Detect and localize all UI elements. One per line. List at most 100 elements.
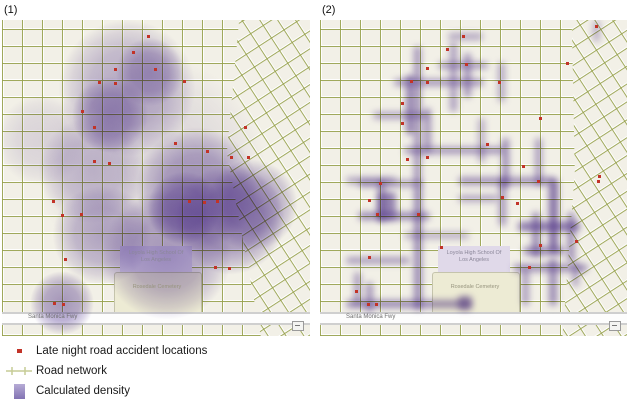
legend-row-roads: Road network bbox=[2, 361, 207, 381]
legend-row-accidents: Late night road accident locations bbox=[2, 341, 207, 361]
accident-marker bbox=[595, 25, 598, 28]
density-segment bbox=[450, 42, 457, 112]
density-segment bbox=[394, 79, 484, 86]
accident-marker bbox=[367, 303, 370, 306]
accident-marker bbox=[426, 156, 429, 159]
accident-marker bbox=[465, 63, 468, 66]
density-segment bbox=[358, 180, 423, 187]
density-swatch-icon bbox=[13, 383, 25, 399]
inset-box-icon bbox=[292, 321, 304, 331]
accident-marker bbox=[247, 156, 250, 159]
density-segment bbox=[354, 272, 361, 305]
density-blob bbox=[20, 261, 104, 336]
density-segment bbox=[572, 262, 579, 287]
accident-marker bbox=[368, 256, 371, 259]
accident-marker bbox=[440, 246, 443, 249]
accident-markers-layer bbox=[320, 20, 627, 336]
panel-1: (1) Loyola High School Of Los Angeles Ro… bbox=[2, 0, 310, 336]
map-network-density: Loyola High School Of Los Angeles Roseda… bbox=[320, 20, 627, 336]
density-layer bbox=[2, 20, 310, 336]
accident-point-icon bbox=[16, 349, 22, 353]
legend-label-density: Calculated density bbox=[36, 385, 130, 397]
density-blob bbox=[2, 80, 102, 200]
density-segment bbox=[358, 212, 430, 220]
accident-markers-layer bbox=[2, 20, 310, 336]
accident-marker bbox=[401, 102, 404, 105]
density-segment bbox=[535, 138, 542, 186]
freeway-band bbox=[320, 312, 627, 325]
accident-marker bbox=[401, 122, 404, 125]
accident-marker bbox=[379, 182, 382, 185]
accident-marker bbox=[52, 200, 55, 203]
accident-marker bbox=[64, 258, 67, 261]
legend: Late night road accident locations Road … bbox=[2, 341, 207, 401]
accident-marker bbox=[206, 150, 209, 153]
density-segment bbox=[346, 300, 471, 308]
accident-marker bbox=[368, 199, 371, 202]
accident-marker bbox=[132, 51, 135, 54]
accident-marker bbox=[426, 81, 429, 84]
accident-marker bbox=[566, 62, 569, 65]
density-blob bbox=[105, 27, 195, 117]
school-area bbox=[438, 246, 510, 272]
density-segment bbox=[593, 20, 600, 42]
accident-marker bbox=[53, 302, 56, 305]
accident-marker bbox=[355, 290, 358, 293]
density-segment bbox=[373, 112, 428, 119]
density-segment bbox=[458, 195, 498, 202]
accident-marker bbox=[216, 200, 219, 203]
accident-marker bbox=[376, 213, 379, 216]
accident-marker bbox=[598, 175, 601, 178]
panel-1-label: (1) bbox=[4, 4, 18, 16]
legend-label-roads: Road network bbox=[36, 365, 107, 377]
accident-marker bbox=[81, 110, 84, 113]
density-segment bbox=[532, 212, 540, 257]
accident-marker bbox=[147, 35, 150, 38]
density-segment bbox=[549, 258, 557, 306]
panel-2: (2) Loyola High School Of Los Angeles Ro… bbox=[320, 0, 627, 336]
accident-marker bbox=[597, 180, 600, 183]
density-segment bbox=[346, 257, 410, 264]
density-segment bbox=[518, 222, 580, 231]
accident-marker bbox=[214, 266, 217, 269]
accident-marker bbox=[539, 244, 542, 247]
density-segment bbox=[513, 264, 588, 272]
accident-marker bbox=[188, 200, 191, 203]
map-kernel-density: Loyola High School Of Los Angeles Roseda… bbox=[2, 20, 310, 336]
accident-marker bbox=[61, 214, 64, 217]
accident-marker bbox=[62, 303, 65, 306]
density-blob bbox=[82, 170, 252, 336]
accident-marker bbox=[93, 126, 96, 129]
accident-marker bbox=[417, 213, 420, 216]
accident-marker bbox=[114, 68, 117, 71]
accident-marker bbox=[98, 81, 101, 84]
legend-label-accidents: Late night road accident locations bbox=[36, 345, 208, 357]
accident-marker bbox=[501, 196, 504, 199]
accident-marker bbox=[154, 68, 157, 71]
density-segment bbox=[523, 247, 565, 255]
density-segment bbox=[549, 178, 558, 253]
accident-marker bbox=[522, 165, 525, 168]
density-segment bbox=[406, 75, 414, 135]
legend-row-density: Calculated density bbox=[2, 381, 207, 401]
accident-marker bbox=[375, 303, 378, 306]
accident-marker bbox=[426, 67, 429, 70]
panel-2-label: (2) bbox=[322, 4, 336, 16]
accident-marker bbox=[486, 143, 489, 146]
accident-marker bbox=[516, 202, 519, 205]
density-segment bbox=[438, 62, 488, 69]
inset-box-icon bbox=[609, 321, 621, 331]
accident-marker bbox=[108, 162, 111, 165]
accident-marker bbox=[244, 126, 247, 129]
density-segment bbox=[522, 268, 529, 306]
density-layer bbox=[320, 20, 627, 336]
density-segment bbox=[458, 296, 472, 310]
accident-marker bbox=[114, 82, 117, 85]
density-segment bbox=[502, 138, 509, 188]
accident-marker bbox=[183, 80, 186, 83]
density-segment bbox=[424, 108, 431, 153]
density-segment bbox=[366, 282, 373, 312]
accident-marker bbox=[93, 160, 96, 163]
accident-marker bbox=[80, 213, 83, 216]
